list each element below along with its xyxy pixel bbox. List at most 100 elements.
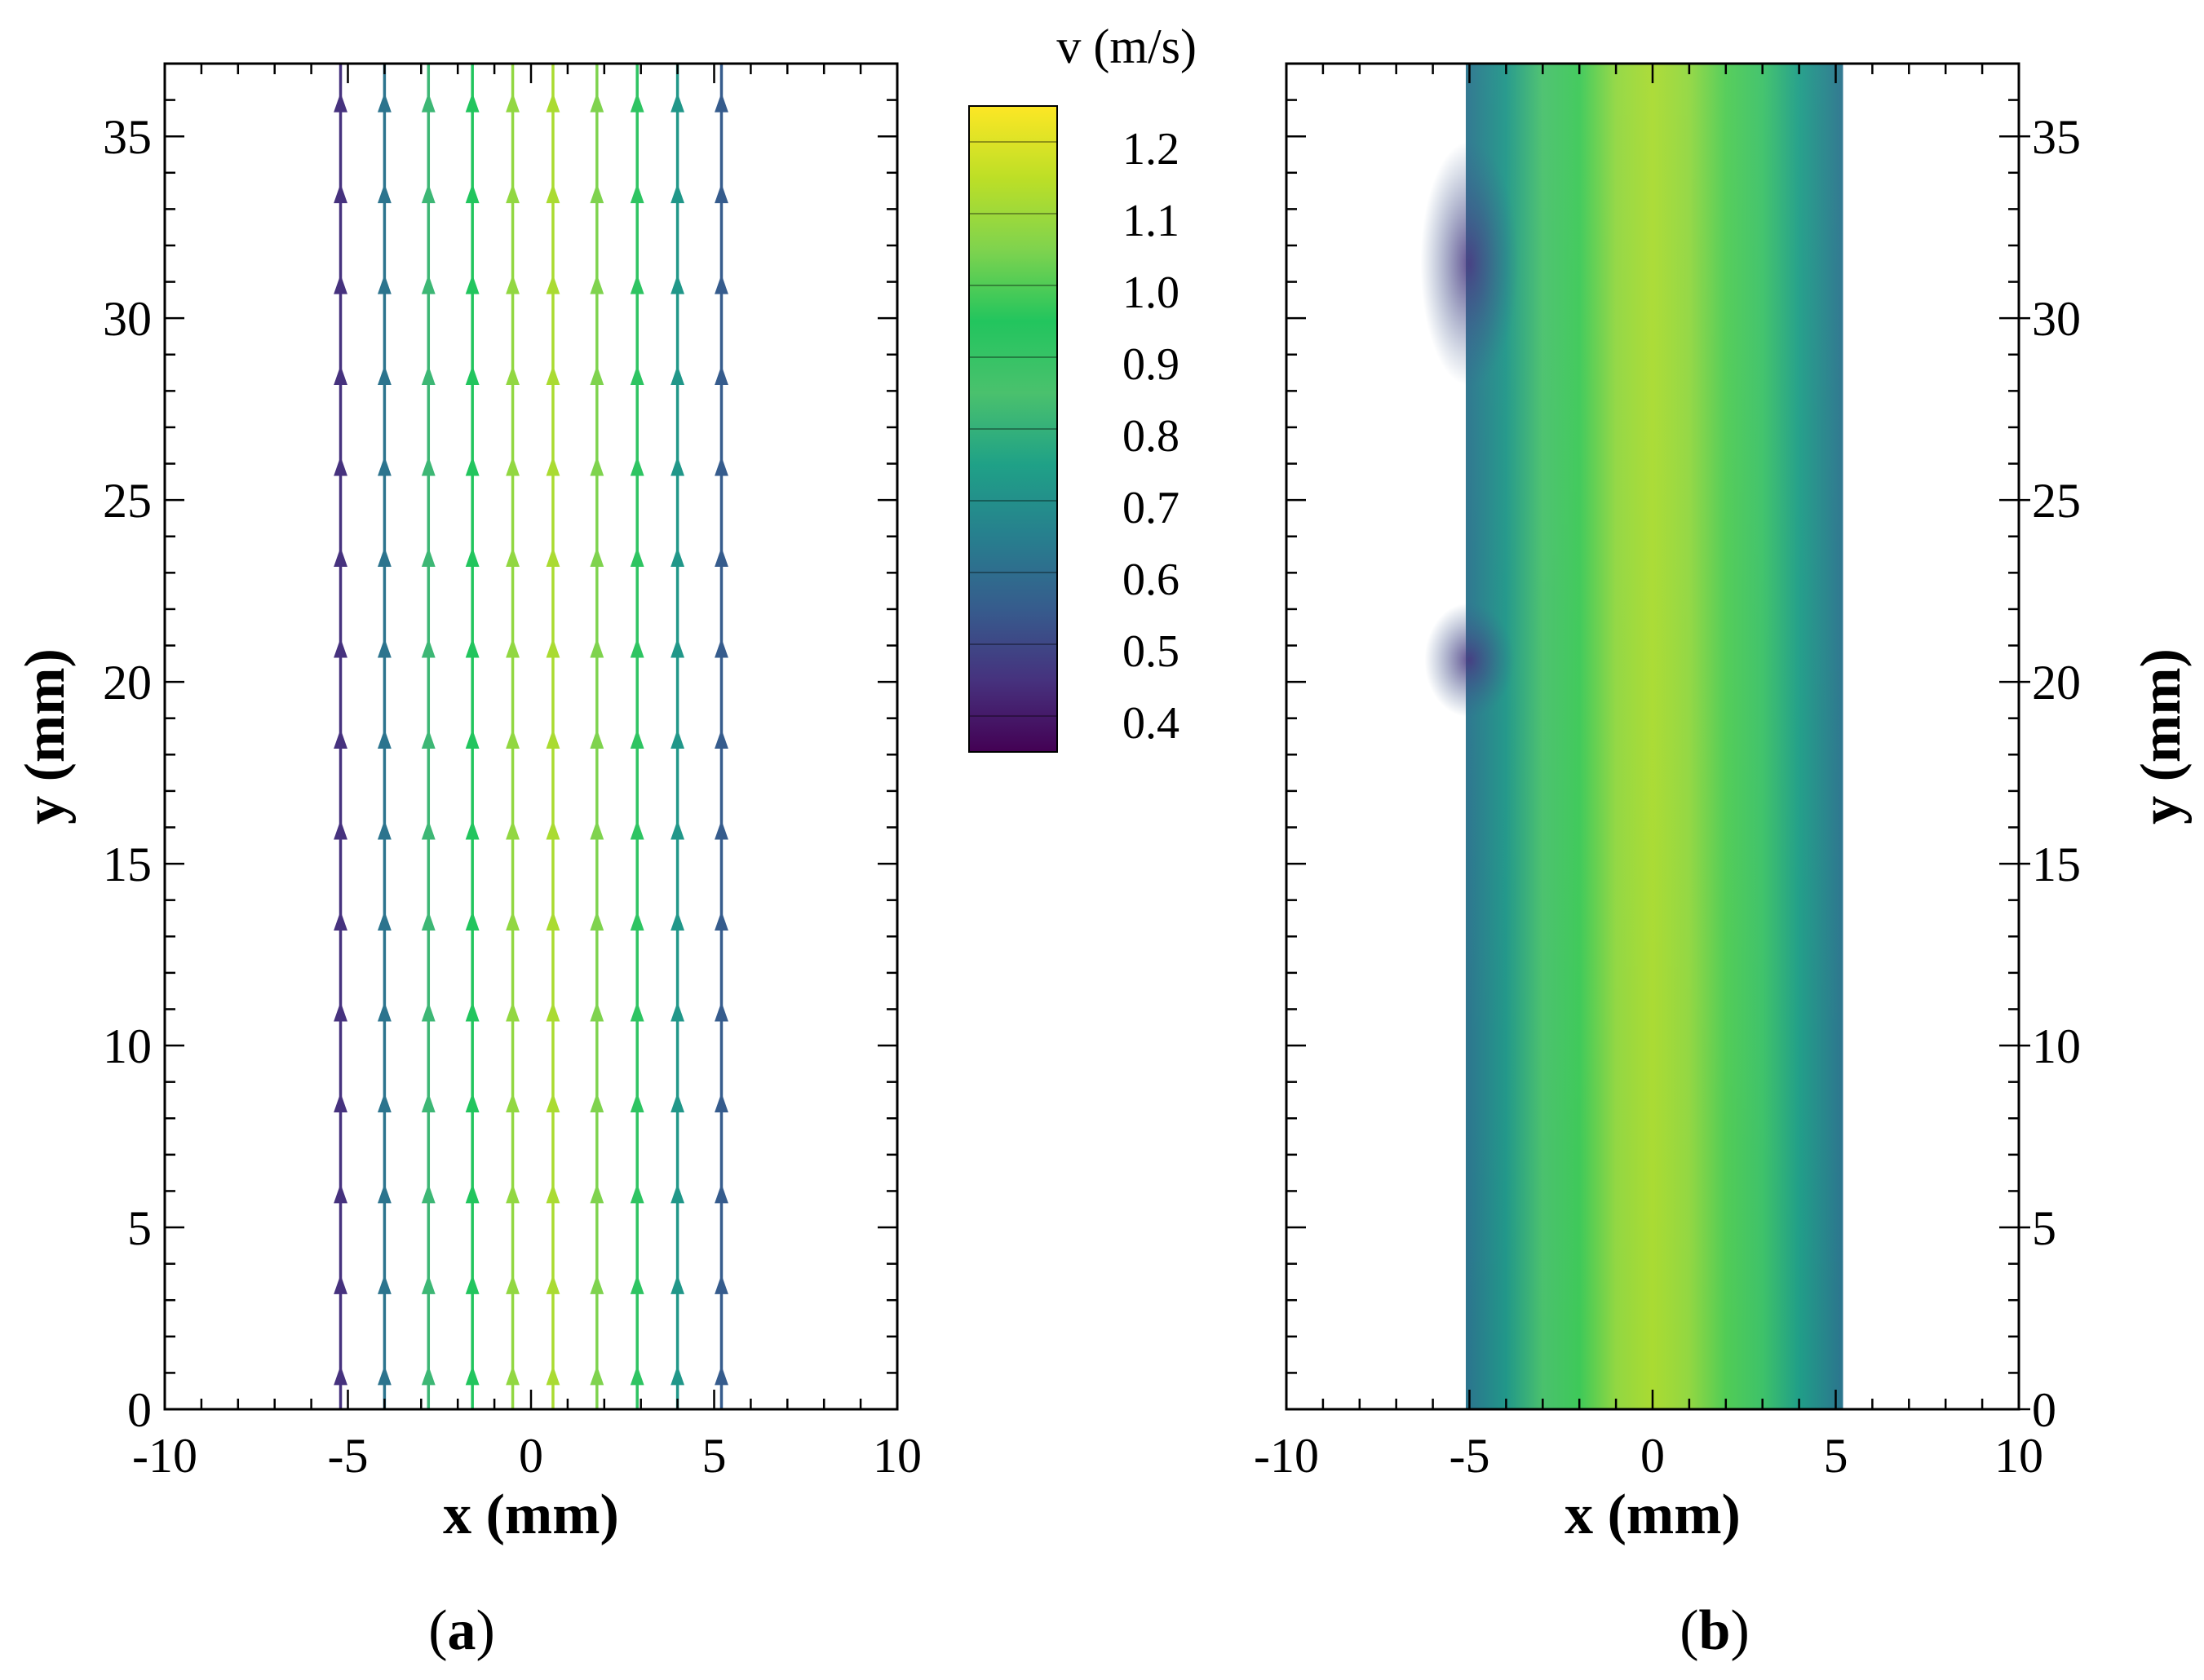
vector-arrow <box>506 92 520 113</box>
vector-arrow <box>546 92 560 113</box>
x-tick-label: -10 <box>1254 1429 1319 1483</box>
x-tick-label: 0 <box>1640 1429 1665 1483</box>
vector-arrow <box>590 92 604 113</box>
y-axis-title: y (mm) <box>2130 648 2193 825</box>
vector-arrow <box>506 365 520 386</box>
vector-arrow <box>377 274 392 294</box>
panel-b-y-tick-labels: 0 5 10 15 20 25 30 35 <box>2032 110 2081 1437</box>
vector-arrow <box>421 183 436 204</box>
vector-arrow <box>465 92 480 113</box>
vector-arrow <box>630 820 644 840</box>
vector-arrow <box>421 820 436 840</box>
vector-field <box>334 64 728 1409</box>
x-tick-label: 5 <box>702 1429 727 1483</box>
vector-arrow <box>506 1001 520 1022</box>
y-tick-label: 0 <box>2032 1383 2056 1437</box>
colorbar-tick-label: 1.0 <box>1122 267 1179 318</box>
vector-arrow <box>546 820 560 840</box>
panel-b-caption: (b) <box>1680 1599 1750 1662</box>
vector-arrow <box>590 1092 604 1112</box>
y-tick-label: 5 <box>127 1201 152 1255</box>
x-tick-label: 0 <box>519 1429 543 1483</box>
vector-arrow <box>546 1183 560 1204</box>
vector-arrow <box>334 1274 347 1294</box>
vector-arrow <box>590 1274 604 1294</box>
vector-arrow <box>465 1001 480 1022</box>
vector-arrow <box>630 728 644 749</box>
colorbar-level-lines <box>969 141 1057 717</box>
vector-column <box>715 64 728 1409</box>
x-tick-label: -5 <box>1449 1429 1490 1483</box>
vector-arrow <box>590 546 604 568</box>
vector-arrow <box>334 274 347 294</box>
panel-a-caption: (a) <box>428 1599 495 1662</box>
vector-arrow <box>506 910 520 931</box>
vector-arrow <box>506 1183 520 1204</box>
vector-arrow <box>590 1183 604 1204</box>
vector-arrow <box>506 274 520 294</box>
vector-arrow <box>715 92 728 113</box>
vector-column <box>377 64 392 1409</box>
vector-arrow <box>465 1365 480 1386</box>
vector-column <box>630 64 644 1409</box>
vector-arrow <box>377 728 392 749</box>
colorbar-labels: 0.4 0.5 0.6 0.7 0.8 0.9 1.0 1.1 1.2 <box>1122 124 1179 749</box>
vector-arrow <box>670 183 685 204</box>
colorbar-title: v (m/s) <box>1056 20 1197 73</box>
vector-arrow <box>421 910 436 931</box>
vector-arrow <box>630 910 644 931</box>
vector-arrow <box>546 456 560 476</box>
vector-arrow <box>465 638 480 658</box>
vector-arrow <box>630 92 644 113</box>
vector-arrow <box>630 456 644 476</box>
vector-arrow <box>630 1092 644 1112</box>
vector-arrow <box>334 820 347 840</box>
x-tick-label: -10 <box>132 1429 197 1483</box>
vector-arrow <box>715 365 728 386</box>
x-tick-label: 10 <box>1994 1429 2043 1483</box>
vector-arrow <box>546 728 560 749</box>
colorbar-tick-label: 0.8 <box>1122 411 1179 462</box>
y-tick-label: 20 <box>103 656 152 710</box>
vector-arrow <box>506 183 520 204</box>
vector-arrow <box>670 1001 685 1022</box>
vector-arrow <box>465 1183 480 1204</box>
y-tick-label: 15 <box>103 838 152 891</box>
vector-arrow <box>465 546 480 568</box>
vector-arrow <box>590 820 604 840</box>
vector-column <box>590 64 604 1409</box>
vector-arrow <box>670 546 685 568</box>
vector-arrow <box>546 910 560 931</box>
y-tick-label: 30 <box>103 292 152 346</box>
vector-arrow <box>377 365 392 386</box>
vector-arrow <box>670 638 685 658</box>
x-axis-title: x (mm) <box>443 1483 619 1546</box>
colorbar-tick-label: 1.2 <box>1122 124 1179 175</box>
vector-arrow <box>421 1183 436 1204</box>
panel-b-contour-plot: -10 -5 0 5 10 0 5 10 15 20 25 30 35 x (m… <box>1254 62 2193 1662</box>
vector-arrow <box>630 1365 644 1386</box>
vector-arrow <box>377 546 392 568</box>
vector-arrow <box>670 365 685 386</box>
vector-arrow <box>670 728 685 749</box>
vector-arrow <box>630 546 644 568</box>
vector-arrow <box>506 728 520 749</box>
vector-arrow <box>715 910 728 931</box>
velocity-field-shade <box>1466 64 1843 1409</box>
y-tick-label: 10 <box>103 1019 152 1073</box>
y-tick-label: 25 <box>103 474 152 528</box>
y-axis-title: y (mm) <box>14 648 77 825</box>
y-tick-label: 10 <box>2032 1019 2081 1073</box>
vector-arrow <box>630 1183 644 1204</box>
vector-arrow <box>334 638 347 658</box>
vector-arrow <box>590 1001 604 1022</box>
vector-arrow <box>465 728 480 749</box>
vector-arrow <box>421 546 436 568</box>
colorbar-tick-label: 0.9 <box>1122 339 1179 390</box>
vector-arrow <box>546 1092 560 1112</box>
vector-arrow <box>334 910 347 931</box>
vector-arrow <box>421 1274 436 1294</box>
vector-arrow <box>546 1001 560 1022</box>
vector-column <box>670 64 685 1409</box>
